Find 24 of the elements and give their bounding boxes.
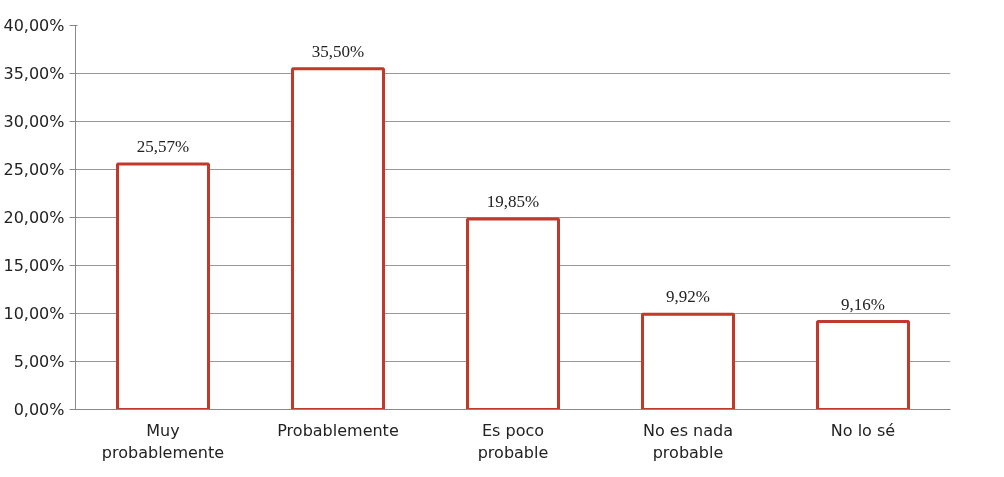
x-tick-label: No lo sé <box>830 420 896 440</box>
bar <box>466 217 560 410</box>
x-tick-label: No es nada probable <box>642 420 734 463</box>
y-tick-label: 20,00% <box>3 208 65 227</box>
data-label: 35,50% <box>311 41 365 61</box>
y-tick-label: 15,00% <box>3 256 65 275</box>
y-tick-label: 0,00% <box>13 400 65 419</box>
y-tick-label: 40,00% <box>3 16 65 35</box>
y-tick-label: 30,00% <box>3 112 65 131</box>
x-tick-label: Es poco probable <box>477 420 549 463</box>
data-label: 9,92% <box>666 287 710 307</box>
y-tick-label: 5,00% <box>13 352 65 371</box>
bar <box>116 162 210 410</box>
y-tick-label: 35,00% <box>3 64 65 83</box>
data-label: 19,85% <box>486 191 540 211</box>
bar <box>816 320 910 410</box>
data-label: 25,57% <box>136 137 190 157</box>
x-tick-label: Probablemente <box>277 420 399 440</box>
bar <box>641 312 735 410</box>
y-tick-label: 10,00% <box>3 304 65 323</box>
data-label: 9,16% <box>841 294 885 314</box>
bar <box>291 67 385 410</box>
x-tick-label: Muy probablemente <box>101 420 225 463</box>
y-tick-label: 25,00% <box>3 160 65 179</box>
